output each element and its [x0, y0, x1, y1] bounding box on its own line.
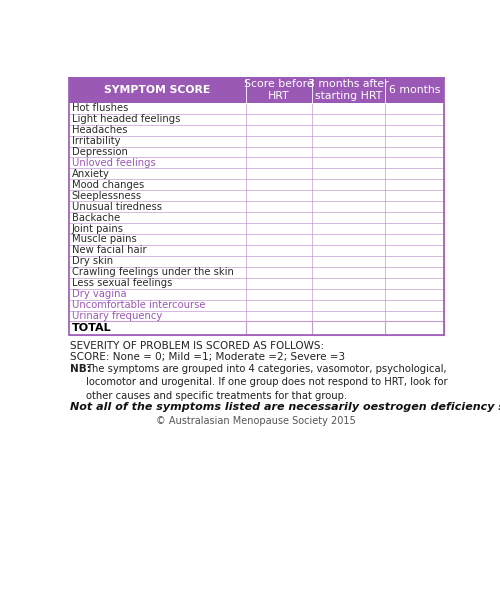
Text: Urinary frequency: Urinary frequency — [72, 311, 162, 321]
Bar — [68, 190, 444, 201]
Text: The symptoms are grouped into 4 categories, vasomotor, psychological,
locomotor : The symptoms are grouped into 4 categori… — [86, 364, 448, 401]
Bar — [68, 103, 444, 114]
Bar — [68, 114, 444, 125]
Bar — [68, 201, 444, 212]
Text: 6 months: 6 months — [389, 85, 440, 95]
Text: SEVERITY OF PROBLEM IS SCORED AS FOLLOWS:: SEVERITY OF PROBLEM IS SCORED AS FOLLOWS… — [70, 341, 324, 351]
Bar — [68, 146, 444, 157]
Text: Headaches: Headaches — [72, 125, 128, 135]
Text: Unusual tiredness: Unusual tiredness — [72, 202, 162, 212]
Text: 3 months after
starting HRT: 3 months after starting HRT — [308, 79, 389, 101]
Text: Not all of the symptoms listed are necessarily oestrogen deficiency symptoms.: Not all of the symptoms listed are neces… — [70, 403, 500, 412]
Text: Irritability: Irritability — [72, 136, 120, 146]
Text: Hot flushes: Hot flushes — [72, 103, 128, 113]
Text: Depression: Depression — [72, 147, 128, 157]
Bar — [68, 245, 444, 256]
Bar — [68, 289, 444, 299]
Bar — [68, 278, 444, 289]
Text: Uncomfortable intercourse: Uncomfortable intercourse — [72, 300, 206, 310]
Text: Backache: Backache — [72, 212, 120, 223]
Bar — [68, 125, 444, 136]
Text: SYMPTOM SCORE: SYMPTOM SCORE — [104, 85, 210, 95]
Bar — [68, 78, 444, 103]
Bar — [68, 299, 444, 311]
Text: © Australasian Menopause Society 2015: © Australasian Menopause Society 2015 — [156, 416, 356, 426]
Bar — [68, 234, 444, 245]
Bar — [68, 223, 444, 234]
Text: NB:: NB: — [70, 364, 91, 374]
Bar — [68, 169, 444, 179]
Text: Mood changes: Mood changes — [72, 180, 144, 190]
Bar — [68, 136, 444, 146]
Bar — [68, 267, 444, 278]
Bar — [68, 179, 444, 190]
Text: Dry vagina: Dry vagina — [72, 289, 126, 299]
Text: Less sexual feelings: Less sexual feelings — [72, 278, 172, 288]
Text: Crawling feelings under the skin: Crawling feelings under the skin — [72, 267, 234, 277]
Text: Muscle pains: Muscle pains — [72, 235, 136, 244]
Text: TOTAL: TOTAL — [72, 323, 112, 333]
Bar — [68, 157, 444, 169]
Bar — [68, 322, 444, 335]
Bar — [68, 256, 444, 267]
Text: New facial hair: New facial hair — [72, 245, 146, 256]
Bar — [68, 78, 444, 335]
Bar — [68, 311, 444, 322]
Text: SCORE: None = 0; Mild =1; Moderate =2; Severe =3: SCORE: None = 0; Mild =1; Moderate =2; S… — [70, 352, 345, 362]
Text: Sleeplessness: Sleeplessness — [72, 191, 142, 201]
Text: Dry skin: Dry skin — [72, 256, 113, 266]
Text: Joint pains: Joint pains — [72, 224, 124, 233]
Text: Unloved feelings: Unloved feelings — [72, 158, 156, 168]
Text: Anxiety: Anxiety — [72, 169, 110, 179]
Bar — [68, 212, 444, 223]
Text: Score before
HRT: Score before HRT — [244, 79, 314, 101]
Text: Light headed feelings: Light headed feelings — [72, 114, 180, 124]
